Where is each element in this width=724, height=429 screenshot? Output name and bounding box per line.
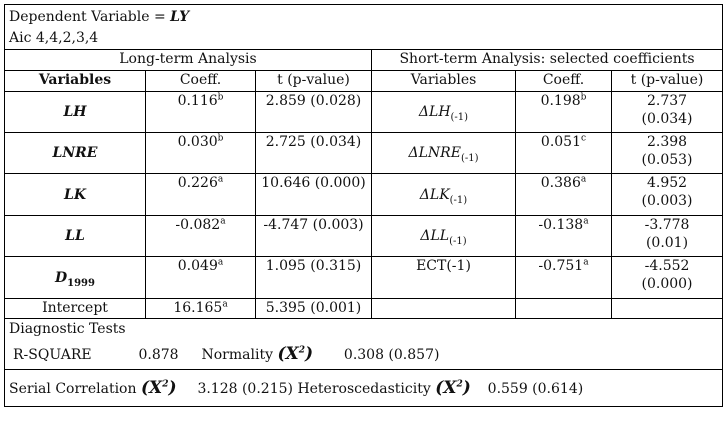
long-tp: 2.859 (0.028) [255, 91, 372, 133]
chi-square-symbol: (X2) [435, 377, 471, 398]
regression-results-table: Dependent Variable = LY Aic 4,4,2,3,4 Lo… [3, 4, 724, 407]
short-var: ΔLL(-1) [371, 215, 516, 257]
short-var: ΔLK(-1) [371, 173, 516, 216]
rsq-value: 0.878 [138, 346, 179, 363]
normality-value: 0.308 (0.857) [343, 346, 440, 363]
long-tp: -4.747 (0.003) [255, 215, 372, 257]
col-coeff-long: Coeff. [145, 70, 256, 92]
short-coef: -0.751a [515, 256, 612, 299]
short-var: ΔLH(-1) [371, 91, 516, 133]
long-coef: 0.226a [145, 173, 256, 216]
table-row: LNRE 0.030b 2.725 (0.034) ΔLNRE(-1) 0.05… [4, 132, 724, 174]
diagnostics-row-2: Serial Correlation (X2) 3.128 (0.215) He… [3, 369, 724, 407]
serial-label: Serial Correlation [9, 380, 137, 397]
hetero-value: 0.559 (0.614) [487, 380, 584, 397]
serial-value: 3.128 (0.215) [197, 380, 293, 397]
short-term-header: Short-term Analysis: selected coefficien… [370, 49, 724, 71]
dependent-variable-line: Dependent Variable = LY [3, 4, 724, 29]
rsq-label: R-SQUARE [13, 346, 92, 363]
normality-label: Normality [201, 346, 273, 363]
col-coeff-short: Coeff. [515, 70, 612, 92]
table-row: D1999 0.049a 1.095 (0.315) ECT(-1) -0.75… [4, 256, 724, 299]
col-variables-long: Variables [4, 70, 146, 92]
long-tp: 2.725 (0.034) [255, 132, 372, 174]
short-var: ECT(-1) [371, 256, 516, 299]
short-tp: -3.778 (0.01) [610, 215, 724, 257]
diagnostics-row-1: R-SQUARE 0.878 Normality (X2) 0.308 (0.8… [3, 339, 724, 370]
table-row: LK 0.226a 10.646 (0.000) ΔLK(-1) 0.386a … [4, 173, 724, 216]
col-tp-long: t (p-value) [255, 70, 372, 92]
short-tp: 4.952 (0.003) [610, 173, 724, 216]
table-row: LL -0.082a -4.747 (0.003) ΔLL(-1) -0.138… [4, 215, 724, 257]
aic-line: Aic 4,4,2,3,4 [3, 29, 724, 50]
short-coef: -0.138a [515, 215, 612, 257]
long-coef: 0.030b [145, 132, 256, 174]
short-coef: 0.386a [515, 173, 612, 216]
short-coef: 0.051c [515, 132, 612, 174]
col-variables-short: Variables [371, 70, 516, 92]
long-tp: 1.095 (0.315) [255, 256, 372, 299]
long-coef: -0.082a [145, 215, 256, 257]
long-var: D1999 [4, 256, 146, 299]
long-var: LH [4, 91, 146, 133]
long-var: LNRE [4, 132, 146, 174]
short-tp: -4.552 (0.000) [610, 256, 724, 299]
chi-square-symbol: (X2) [140, 377, 177, 398]
short-tp: 2.398 (0.053) [610, 132, 724, 174]
dependent-value: LY [170, 9, 190, 25]
long-var: LL [4, 215, 146, 257]
diagnostics-title: Diagnostic Tests [3, 318, 724, 339]
short-coef: 0.198b [515, 91, 612, 133]
long-coef: 0.049a [145, 256, 256, 299]
intercept-coef: 16.165a [145, 298, 256, 319]
short-tp: 2.737 (0.034) [610, 91, 724, 133]
long-term-header: Long-term Analysis [4, 49, 372, 71]
long-var: LK [4, 173, 146, 216]
col-tp-short: t (p-value) [610, 70, 724, 92]
intercept-tp: 5.395 (0.001) [255, 298, 372, 319]
intercept-row: Intercept 16.165a 5.395 (0.001) [4, 298, 724, 319]
hetero-label: Heteroscedasticity [297, 380, 431, 397]
short-var: ΔLNRE(-1) [371, 132, 516, 174]
chi-square-symbol: (X2) [277, 343, 313, 364]
long-coef: 0.116b [145, 91, 256, 133]
dependent-label: Dependent Variable = [9, 9, 166, 25]
intercept-label: Intercept [4, 298, 146, 319]
long-tp: 10.646 (0.000) [255, 173, 372, 216]
table-row: LH 0.116b 2.859 (0.028) ΔLH(-1) 0.198b 2… [4, 91, 724, 133]
